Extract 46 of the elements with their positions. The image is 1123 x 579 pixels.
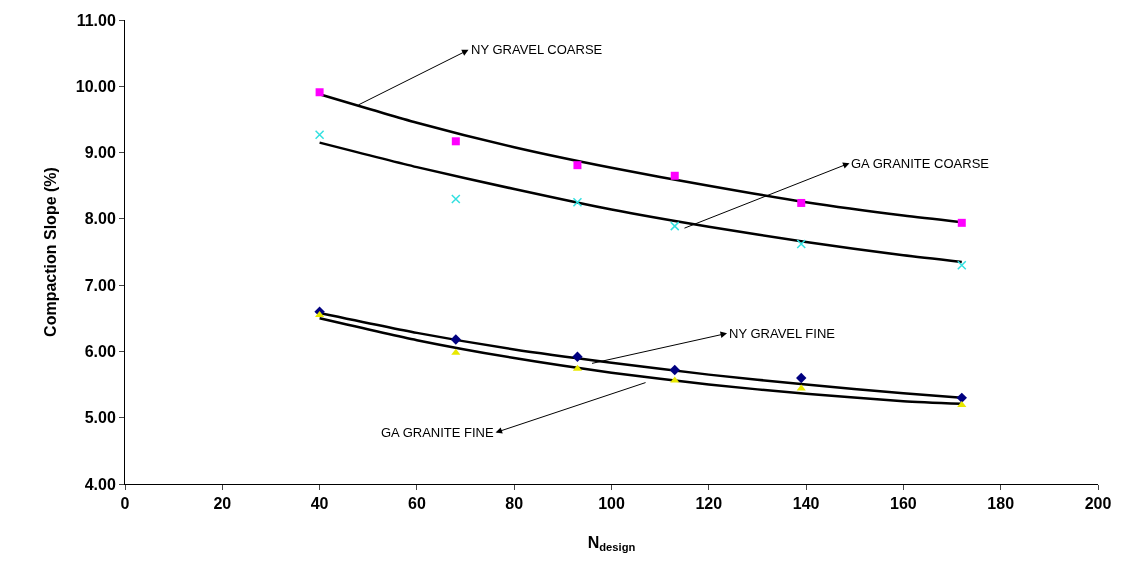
point [451,137,460,146]
point [573,161,582,170]
point [670,376,680,383]
annotation: GA GRANITE COARSE [851,156,990,171]
y-tick-label: 5.00 [84,409,116,427]
point [670,221,680,231]
y-tick-label: 6.00 [84,343,116,361]
annotation: NY GRAVEL COARSE [471,42,603,57]
point [957,401,967,408]
y-tick-label: 8.00 [84,210,116,228]
x-axis-title: N$_{design}$ [587,533,636,554]
x-tick-label: 60 [408,495,426,513]
x-tick-label: 200 [1084,495,1112,513]
point [572,351,583,362]
x-tick-label: 120 [695,495,723,513]
y-tick-label: 7.00 [84,276,116,294]
x-tick-label: 160 [890,495,917,513]
point [314,129,325,140]
point [451,348,461,355]
point [796,384,806,391]
annotation: NY GRAVEL FINE [729,326,836,341]
x-tick-label: 0 [120,495,130,513]
point [451,194,461,204]
x-tick-label: 80 [505,495,524,513]
y-tick-label: 9.00 [84,144,116,162]
y-axis-title: Compaction Slope (%) [41,167,59,337]
x-tick-label: 100 [598,495,625,513]
point [797,198,806,207]
point [957,218,966,227]
point [956,392,967,404]
y-tick-label: 10.00 [75,77,116,95]
point [315,88,324,97]
point [796,372,807,384]
y-tick-label: 11.00 [76,11,116,29]
y-tick-label: 4.00 [84,475,116,493]
x-tick-label: 20 [213,495,232,513]
x-tick-label: 40 [310,495,329,513]
x-tick-label: 140 [792,495,820,513]
annotation: GA GRANITE FINE [381,425,495,440]
point [572,197,583,208]
point [450,334,462,345]
point [957,260,967,271]
point [669,364,680,376]
x-tick-label: 180 [987,495,1015,513]
point [670,171,679,180]
point [796,239,806,249]
